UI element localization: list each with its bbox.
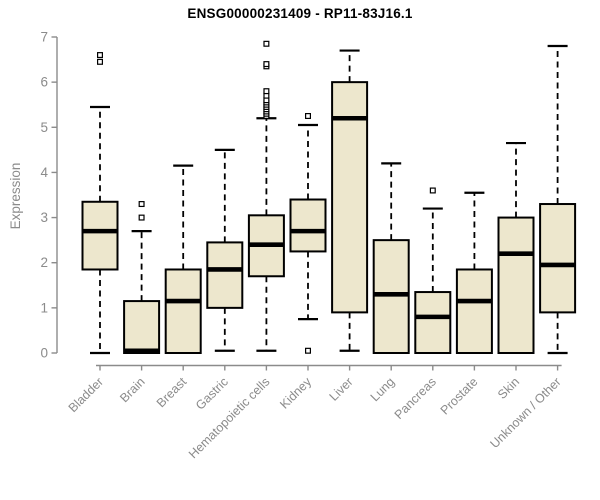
x-tick-label-breast: Breast bbox=[154, 374, 190, 410]
outlier-point bbox=[263, 40, 270, 47]
iqr-box bbox=[123, 300, 161, 355]
box-pancreas bbox=[414, 187, 452, 354]
x-tick-label-hematopoietic-cells: Hematopoietic cells bbox=[186, 375, 273, 462]
iqr-box bbox=[455, 268, 493, 354]
box-skin bbox=[497, 141, 535, 354]
outlier-point bbox=[96, 58, 103, 65]
x-tick-label-unknown-other: Unknown / Other bbox=[487, 375, 563, 451]
outlier-point bbox=[305, 112, 312, 119]
iqr-box bbox=[164, 268, 202, 354]
outlier-point bbox=[138, 201, 145, 208]
box-unknown-other bbox=[539, 44, 577, 355]
x-tick-label-pancreas: Pancreas bbox=[392, 375, 439, 422]
outlier-point bbox=[429, 187, 436, 194]
iqr-box bbox=[206, 241, 244, 309]
outlier-point bbox=[138, 214, 145, 221]
iqr-box bbox=[414, 291, 452, 354]
box-kidney bbox=[289, 112, 327, 354]
x-tick-label-brain: Brain bbox=[117, 375, 148, 406]
x-tick-label-lung: Lung bbox=[368, 375, 398, 405]
outlier-point bbox=[263, 61, 270, 68]
iqr-box bbox=[497, 216, 535, 354]
box-brain bbox=[123, 201, 161, 355]
y-tick-label: 2 bbox=[40, 255, 48, 270]
box-bladder bbox=[81, 52, 119, 355]
outlier-point bbox=[305, 347, 312, 354]
x-tick-label-kidney: Kidney bbox=[277, 374, 314, 411]
box-prostate bbox=[455, 191, 493, 354]
outlier-point bbox=[96, 52, 103, 59]
x-tick-label-skin: Skin bbox=[495, 375, 522, 402]
y-tick-label: 0 bbox=[40, 346, 48, 361]
box-gastric bbox=[206, 148, 244, 352]
y-tick-label: 1 bbox=[40, 300, 48, 315]
x-tick-label-bladder: Bladder bbox=[66, 375, 106, 415]
iqr-box bbox=[289, 198, 327, 253]
box-lung bbox=[372, 162, 410, 354]
iqr-box bbox=[81, 200, 119, 271]
y-tick-label: 5 bbox=[40, 120, 48, 135]
chart-title: ENSG00000231409 - RP11-83J16.1 bbox=[187, 6, 413, 21]
box-liver bbox=[331, 49, 369, 352]
x-tick-label-prostate: Prostate bbox=[438, 375, 481, 418]
y-tick-label: 4 bbox=[40, 165, 48, 180]
box-breast bbox=[164, 164, 202, 354]
y-tick-label: 6 bbox=[40, 75, 48, 90]
iqr-box bbox=[539, 203, 577, 314]
outlier-point bbox=[263, 88, 270, 95]
box-hematopoietic-cells bbox=[247, 40, 285, 352]
x-tick-label-gastric: Gastric bbox=[193, 375, 231, 413]
y-tick-label: 3 bbox=[40, 210, 48, 225]
y-tick-label: 7 bbox=[40, 30, 48, 45]
x-tick-label-liver: Liver bbox=[327, 375, 356, 404]
